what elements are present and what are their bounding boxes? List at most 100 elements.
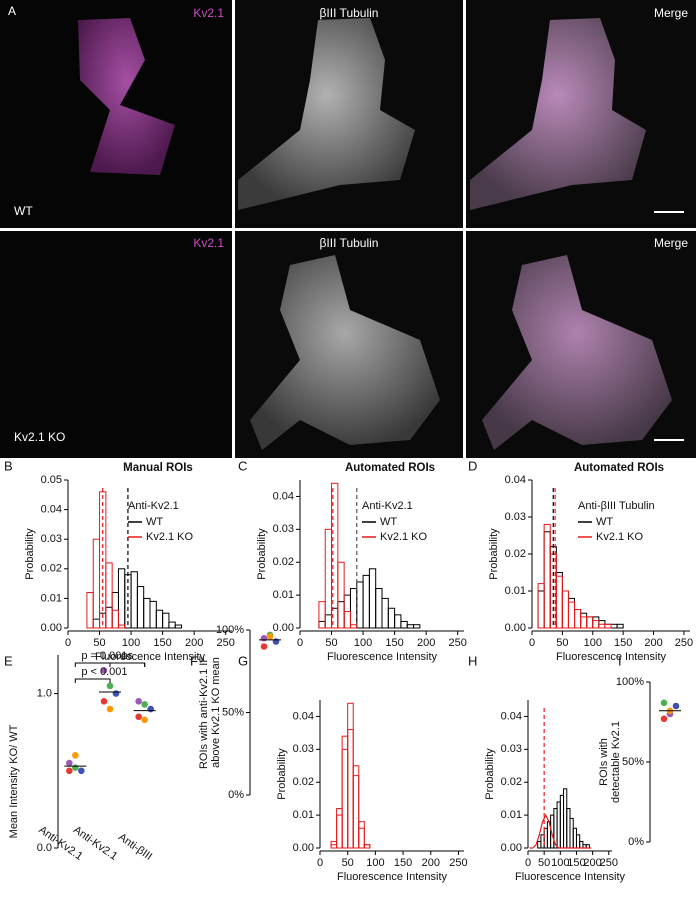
x-tick-label: 150	[385, 637, 403, 649]
data-point	[672, 702, 680, 710]
y-tick-label: 0.03	[501, 743, 522, 755]
y-tick-label: 0.05	[41, 474, 62, 486]
x-tick-label: 100	[366, 857, 384, 869]
legend-label: Kv2.1 KO	[596, 531, 644, 543]
histogram-bin	[105, 562, 113, 629]
channel-label: Kv2.1	[193, 236, 224, 250]
y-tick-label: 0.01	[501, 809, 522, 821]
x-tick-label: 0	[317, 857, 323, 869]
x-tick-label: 250	[675, 637, 693, 649]
histogram-bin	[586, 616, 594, 629]
y-axis-label: ROIs with anti-Kv2.1 IF	[198, 656, 210, 769]
panel-letter: I	[618, 653, 622, 668]
x-tick-label: 100	[122, 637, 140, 649]
histogram-bin	[318, 601, 326, 629]
channel-label: Kv2.1	[193, 6, 224, 20]
x-tick-label: 0	[65, 637, 71, 649]
tissue	[78, 18, 175, 175]
histogram-bin	[111, 609, 119, 629]
histogram-bin	[574, 609, 582, 629]
y-tick-label: 0.01	[293, 809, 314, 821]
x-tick-label: 200	[417, 637, 435, 649]
histogram-bin	[381, 597, 389, 629]
histogram-bin	[567, 597, 576, 629]
x-tick-label: 100	[551, 857, 569, 869]
y-tick-label: 0.00	[505, 622, 526, 634]
data-point	[660, 699, 668, 707]
histogram-bin	[105, 606, 113, 629]
y-tick-label: 0.03	[273, 523, 294, 535]
significance-label: ns	[122, 650, 134, 662]
y-tick-label: 0.04	[505, 474, 526, 486]
y-tick-label: 0.00	[501, 842, 522, 854]
x-axis-label: Fluorescence Intensity	[515, 871, 626, 883]
y-tick-label: 100%	[216, 624, 244, 636]
histogram-bin	[356, 581, 364, 629]
y-tick-label: 0.01	[505, 585, 526, 597]
histogram-bin	[130, 571, 138, 629]
panel-letter: C	[238, 458, 247, 473]
histogram-bin	[580, 612, 588, 629]
legend-label: WT	[380, 516, 397, 528]
data-point	[260, 634, 268, 642]
histogram-bin	[555, 575, 563, 629]
y-tick-label: 0.04	[273, 490, 294, 502]
data-point	[272, 638, 280, 645]
x-tick-label: 250	[449, 637, 467, 649]
histogram-bin	[543, 531, 551, 629]
histogram-bin	[331, 607, 339, 629]
x-tick-label: 50	[342, 857, 354, 869]
y-tick-label: 0%	[228, 789, 244, 801]
data-point	[112, 690, 120, 697]
histogram-bin	[341, 735, 349, 849]
histogram-bin	[363, 844, 371, 849]
histogram-bin	[555, 572, 563, 629]
channel-label: Merge	[654, 6, 688, 20]
histogram-bin	[537, 583, 545, 629]
y-axis-label: Probability	[276, 748, 288, 800]
fit-curve	[529, 813, 591, 849]
histogram-bin	[347, 702, 354, 849]
data-point	[147, 705, 154, 713]
x-tick-label: 250	[449, 857, 467, 869]
data-point	[106, 682, 114, 690]
channel-label: βIII Tubulin	[320, 6, 379, 20]
y-tick-label: 0.02	[293, 776, 314, 788]
y-tick-label: 50%	[622, 756, 644, 768]
histogram-bin	[537, 590, 545, 629]
x-tick-label: 200	[644, 637, 662, 649]
histogram-bin	[567, 601, 576, 629]
significance-bracket	[109, 662, 146, 667]
significance-label: p = 0.001	[81, 650, 127, 662]
y-axis-label: detectable Kv2.1	[610, 721, 622, 803]
histogram-bin	[149, 600, 157, 629]
significance-bracket	[74, 678, 111, 683]
histogram-bin	[337, 561, 345, 629]
y-tick-label: 0.00	[273, 622, 294, 634]
y-tick-label: 1.0	[37, 688, 52, 700]
legend-title: Anti-Kv2.1	[128, 500, 179, 512]
tissue	[482, 255, 672, 450]
histogram-bin	[375, 588, 383, 629]
x-tick-label: 150	[394, 857, 412, 869]
y-tick-label: 0%	[628, 836, 644, 848]
y-axis-label: above Kv2.1 KO mean	[210, 657, 222, 768]
panel-letter: G	[238, 653, 248, 668]
y-tick-label: 0.02	[41, 563, 62, 575]
y-tick-label: 0.01	[41, 592, 62, 604]
y-tick-label: 0.04	[41, 504, 62, 516]
y-tick-label: 0.00	[41, 622, 62, 634]
y-tick-label: 0.04	[293, 710, 314, 722]
histogram-bin	[349, 588, 358, 629]
panel-letter: E	[4, 653, 13, 668]
y-tick-label: 0.02	[273, 556, 294, 568]
histogram-bin	[92, 618, 101, 629]
chart-title: Manual ROIs	[123, 462, 193, 474]
panel-letter: F	[190, 653, 198, 668]
y-tick-label: 0.02	[501, 776, 522, 788]
y-axis-label: Probability	[256, 528, 268, 580]
x-tick-label: 100	[584, 637, 602, 649]
x-tick-label: 200	[185, 637, 203, 649]
tissue	[238, 18, 415, 210]
